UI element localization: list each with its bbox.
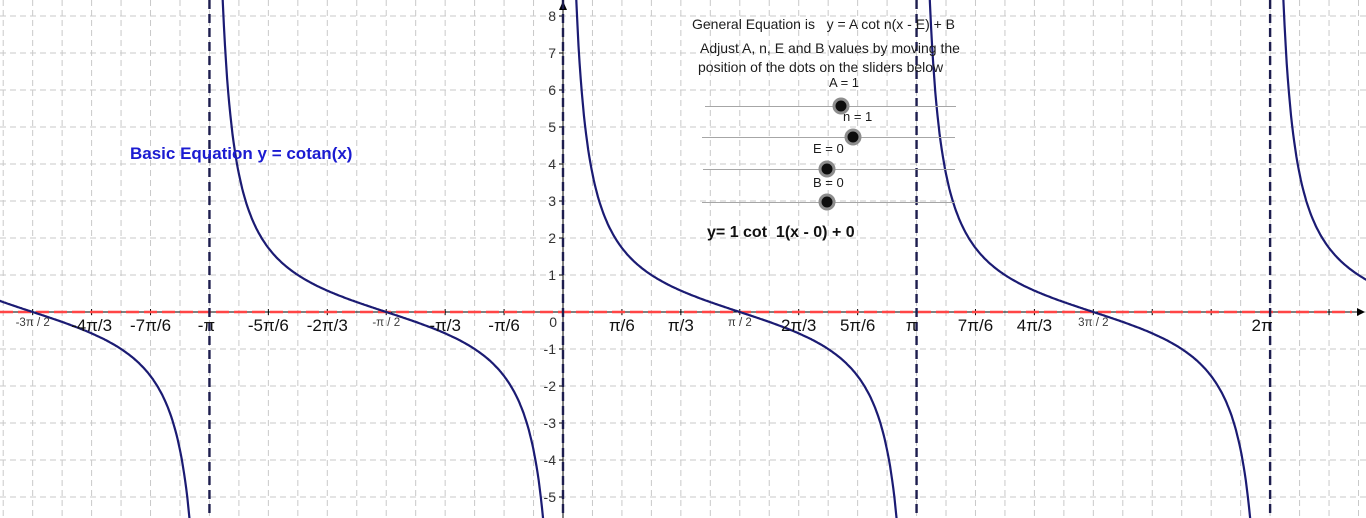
slider-n-dot[interactable]	[844, 128, 862, 146]
y-axis-label: 2	[548, 230, 556, 246]
y-axis-label: -4	[544, 452, 557, 468]
y-axis-label: 8	[548, 8, 556, 24]
cot-curve-branch	[928, 0, 1252, 518]
x-axis-label: 2π/3	[781, 316, 816, 335]
general-equation-text: General Equation is y = A cot n(x - E) +…	[692, 16, 956, 32]
axis-labels: 8 7 6 5 4 3 2 1 -1 -2 -3 -4 -5 0 -4π/3 -7π/6 -π -5π/6 -2π/…	[16, 8, 1273, 505]
x-axis-tick-label: -3π / 2	[16, 317, 50, 329]
slider-A-dot[interactable]	[832, 97, 850, 115]
x-axis-tick-label: π / 2	[728, 317, 752, 329]
origin-label: 0	[549, 314, 557, 330]
y-axis-label: 6	[548, 82, 556, 98]
x-axis-label: -π/6	[488, 316, 520, 335]
instructions-line1: Adjust A, n, E and B values by moving th…	[700, 40, 960, 56]
x-axis-label: π/6	[609, 316, 635, 335]
slider-A-track[interactable]	[705, 106, 956, 107]
slider-E-dot[interactable]	[818, 160, 836, 178]
x-axis-label: 2π	[1252, 316, 1273, 335]
x-axis-label: π	[906, 316, 918, 335]
instructions-line2: position of the dots on the sliders belo…	[698, 59, 944, 75]
x-axis-label: -5π/6	[248, 316, 289, 335]
cot-curve-branch	[1282, 0, 1366, 281]
y-axis-label: -1	[544, 341, 557, 357]
current-equation-text: y= 1 cot 1(x - 0) + 0	[707, 224, 855, 241]
y-axis-label: -3	[544, 415, 557, 431]
cot-curve-branch	[575, 0, 898, 518]
slider-A-label: A = 1	[829, 75, 859, 90]
y-axis-label: 7	[548, 45, 556, 61]
slider-E-label: E = 0	[813, 141, 844, 156]
y-axis-label: 3	[548, 193, 556, 209]
x-axis-arrow	[1357, 308, 1365, 316]
x-axis-label: π/3	[668, 316, 694, 335]
slider-B-label: B = 0	[813, 175, 844, 190]
x-axis-label: -π	[198, 316, 215, 335]
x-axis-tick-label: 3π / 2	[1078, 317, 1108, 329]
x-axis-label: -π/3	[429, 316, 461, 335]
x-axis-label: -2π/3	[307, 316, 348, 335]
cot-curve-branch	[221, 0, 545, 518]
y-axis-label: 1	[548, 267, 556, 283]
y-axis-label: 4	[548, 156, 556, 172]
y-axis-label: 5	[548, 119, 556, 135]
x-axis-label: 7π/6	[958, 316, 993, 335]
y-axis-label: -2	[544, 378, 557, 394]
x-axis-label: 5π/6	[840, 316, 875, 335]
slider-B-dot[interactable]	[818, 193, 836, 211]
x-axis-label: -7π/6	[130, 316, 171, 335]
y-axis-label: -5	[544, 489, 557, 505]
x-axis-label: 4π/3	[1017, 316, 1052, 335]
cot-curve-branch	[0, 299, 191, 518]
asymptotes	[208, 0, 1272, 518]
x-axis-label: -4π/3	[71, 316, 112, 335]
slider-n-label: n = 1	[843, 109, 873, 124]
slider-n-track[interactable]	[702, 137, 955, 138]
basic-equation-text: Basic Equation y = cotan(x)	[130, 144, 353, 163]
x-axis-tick-label: -π / 2	[372, 317, 400, 329]
